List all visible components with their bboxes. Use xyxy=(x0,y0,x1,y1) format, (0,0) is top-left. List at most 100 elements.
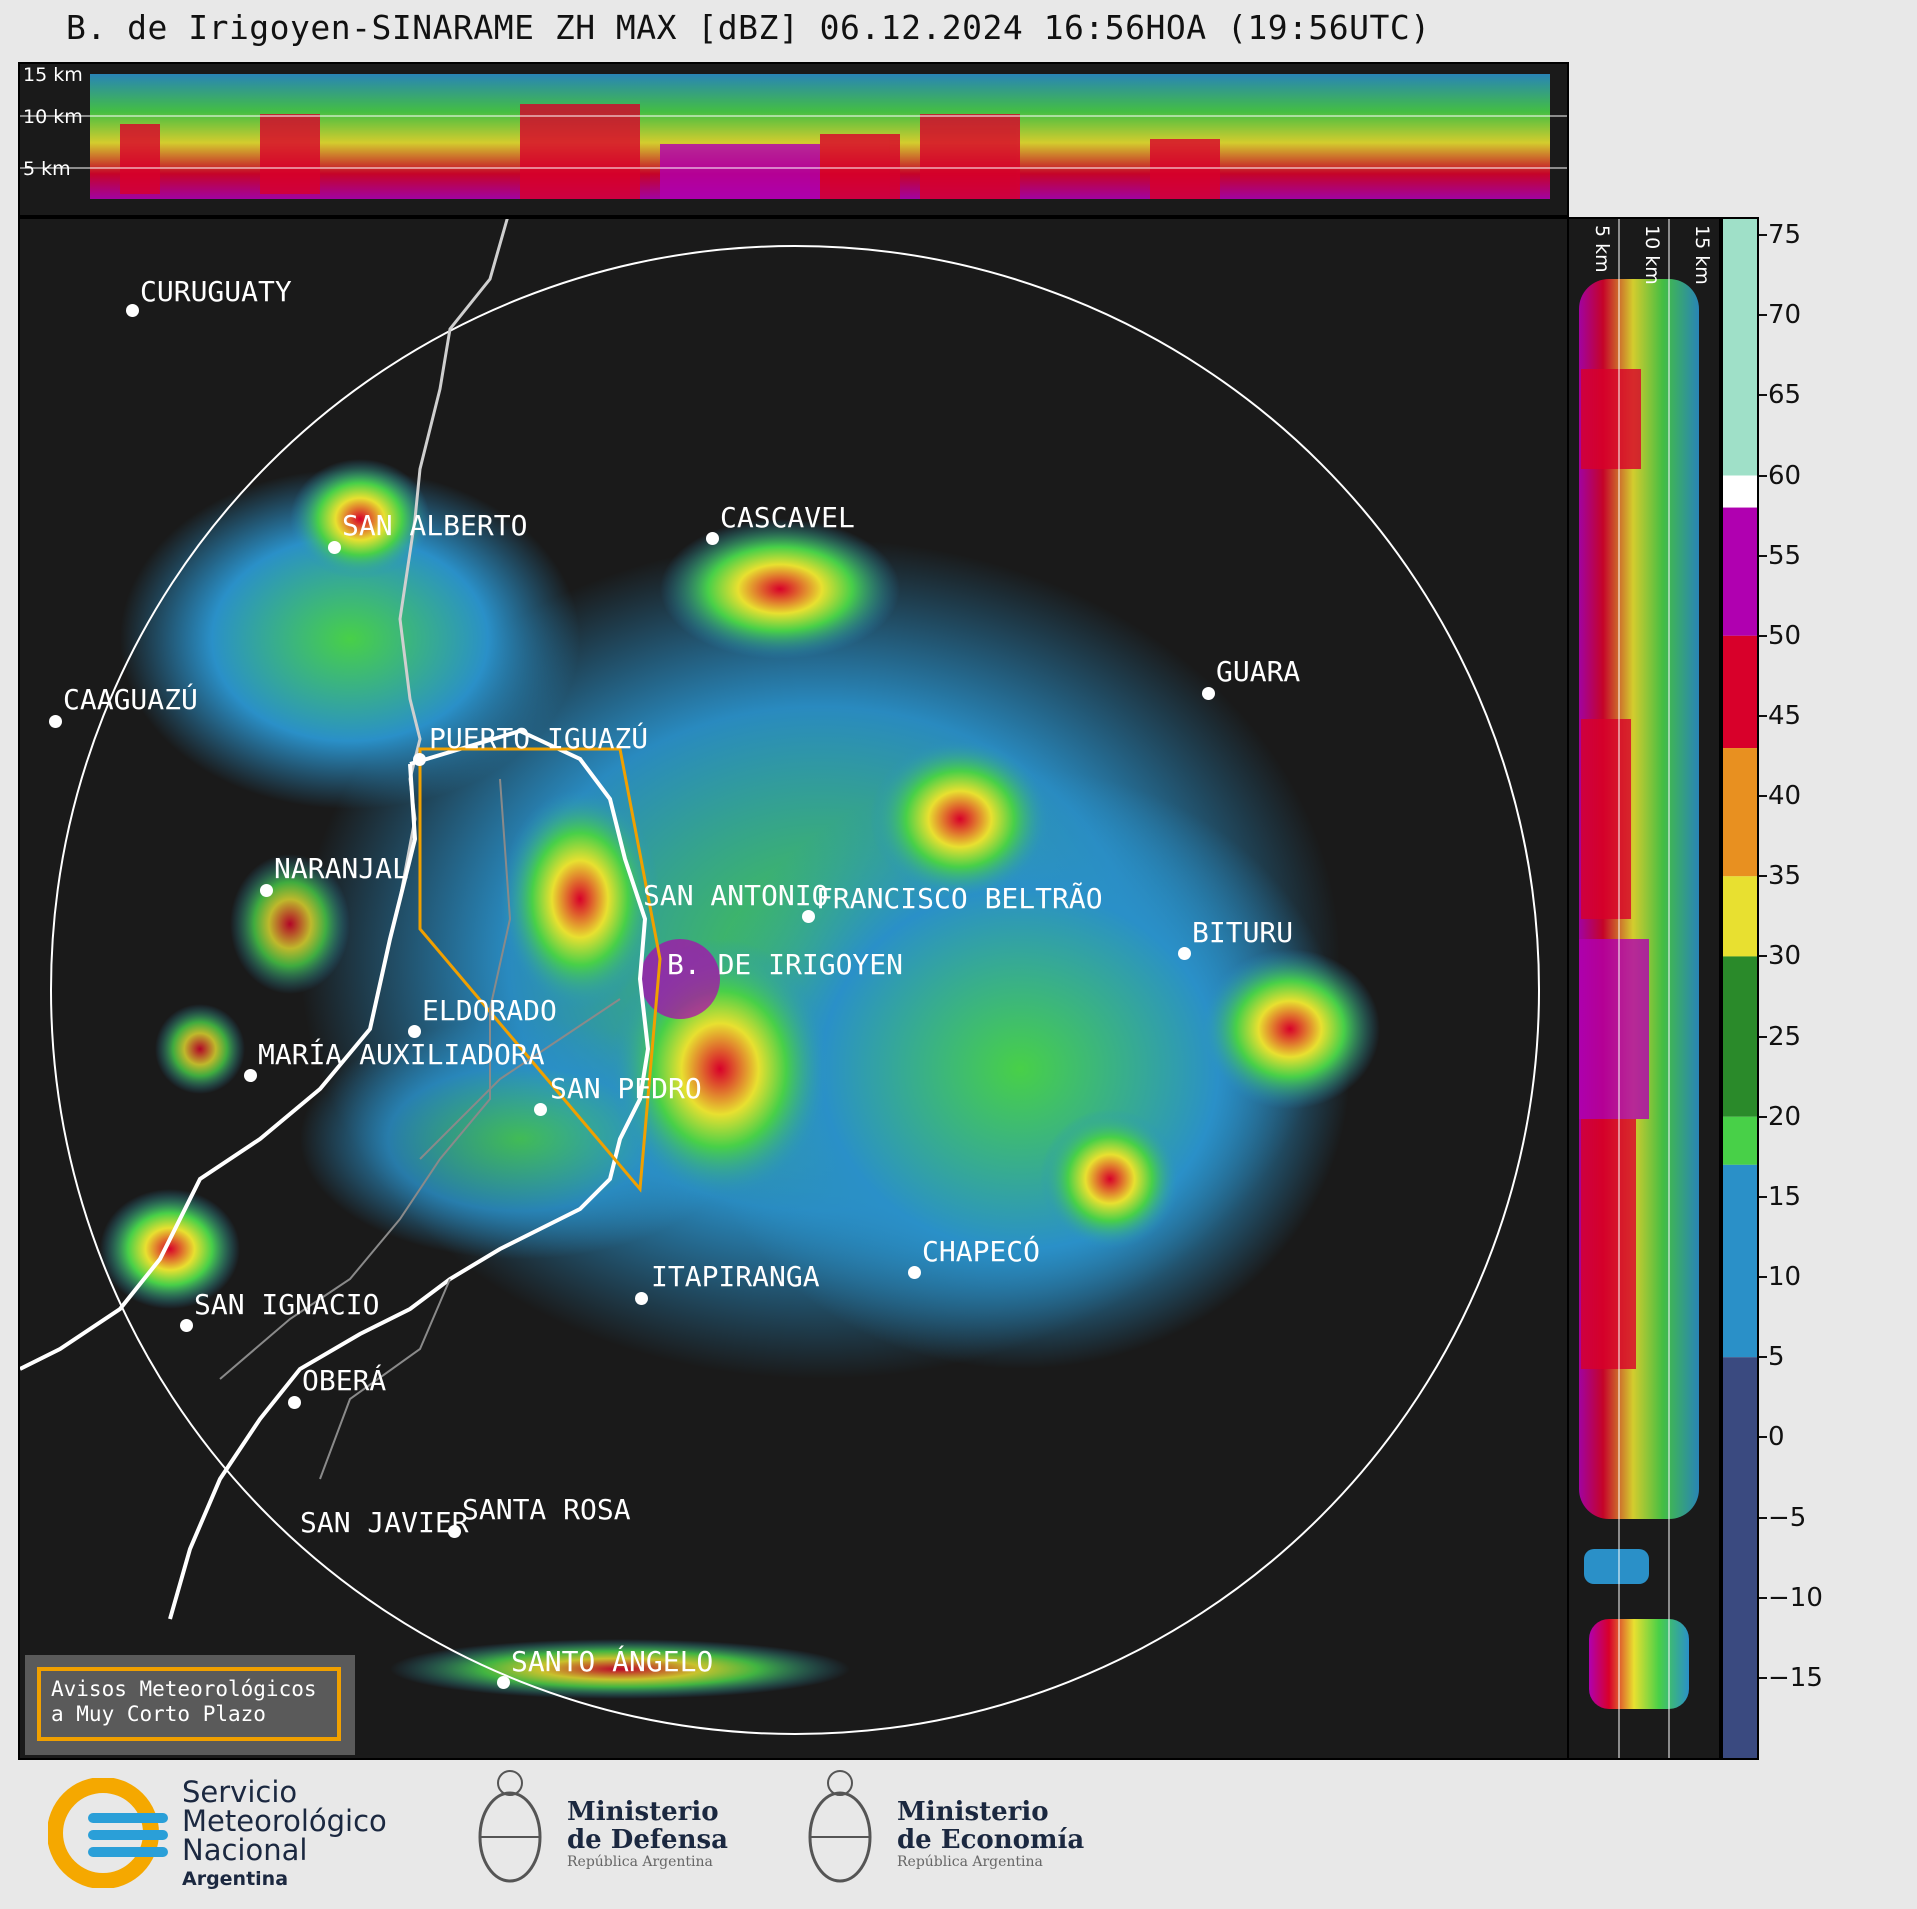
city-b-de-irigoyen: B. DE IRIGOYEN xyxy=(667,948,904,981)
colorbar-tick-mark xyxy=(1759,234,1767,237)
colorbar-tick-mark xyxy=(1759,394,1767,397)
colorbar-tick-label: 55 xyxy=(1768,540,1802,571)
city-san-pedro: SAN PEDRO xyxy=(550,1072,702,1105)
colorbar-band xyxy=(1723,1164,1757,1358)
city-dot-eldorado xyxy=(408,1025,421,1038)
colorbar-tick-mark xyxy=(1759,1676,1767,1679)
colorbar-tick-mark xyxy=(1759,554,1767,557)
top-height-label-15: 15 km xyxy=(23,64,83,86)
city-dot-maria-auxiliadora xyxy=(244,1069,257,1082)
colorbar-tick-mark xyxy=(1759,714,1767,717)
economia-line1: Ministerio xyxy=(897,1797,1049,1827)
colorbar-band xyxy=(1723,956,1757,1117)
colorbar-band xyxy=(1723,1357,1757,1758)
colorbar-band xyxy=(1723,507,1757,636)
radar-map: CURUGUATY SAN ALBERTO CASCAVEL CAAGUAZÚ … xyxy=(18,217,1569,1760)
city-caaguazu: CAAGUAZÚ xyxy=(63,683,198,716)
colorbar-tick-mark xyxy=(1759,1195,1767,1198)
colorbar-tick-label: 70 xyxy=(1768,300,1802,331)
colorbar-tick-mark xyxy=(1759,1035,1767,1038)
colorbar-tick-mark xyxy=(1759,875,1767,878)
city-santo-angelo: SANTO ÁNGELO xyxy=(511,1645,714,1678)
warning-notice-line2: a Muy Corto Plazo xyxy=(51,1702,266,1726)
colorbar-tick-label: 75 xyxy=(1768,220,1802,251)
top-cross-section-echoes xyxy=(20,74,1567,199)
smn-line2: Meteorológico xyxy=(182,1804,387,1838)
city-dot-santa-rosa xyxy=(448,1525,461,1538)
chart-title: B. de Irigoyen-SINARAME ZH MAX [dBZ] 06.… xyxy=(66,8,1431,47)
city-itapiranga: ITAPIRANGA xyxy=(651,1260,820,1293)
city-san-ignacio: SAN IGNACIO xyxy=(194,1288,380,1321)
colorbar-tick-label: 15 xyxy=(1768,1181,1802,1212)
side-height-label-15: 15 km xyxy=(1691,225,1713,285)
colorbar-tick-label: 45 xyxy=(1768,700,1802,731)
smn-logo-icon xyxy=(48,1778,168,1888)
colorbar-gradient xyxy=(1723,219,1757,1758)
side-height-label-10: 10 km xyxy=(1641,225,1663,285)
defensa-line1: Ministerio xyxy=(567,1797,719,1827)
economia-line2: de Economía xyxy=(897,1825,1085,1855)
colorbar-tick-label: 20 xyxy=(1768,1101,1802,1132)
city-maria-auxiliadora: MARÍA AUXILIADORA xyxy=(258,1038,545,1071)
colorbar-tick-mark xyxy=(1759,634,1767,637)
colorbar-tick-label: 65 xyxy=(1768,380,1802,411)
radar-echoes xyxy=(20,219,1540,1735)
defensa-line3: República Argentina xyxy=(567,1854,713,1870)
city-francisco-beltrao: FRANCISCO BELTRÃO xyxy=(816,882,1103,915)
colorbar-tick-label: 30 xyxy=(1768,941,1802,972)
city-dot-santo-angelo xyxy=(497,1676,510,1689)
colorbar-tick-mark xyxy=(1759,1276,1767,1279)
colorbar-band xyxy=(1723,748,1757,877)
colorbar-band xyxy=(1723,635,1757,749)
top-height-label-10: 10 km xyxy=(23,106,83,128)
colorbar-tick-mark xyxy=(1759,1436,1767,1439)
colorbar-tick-mark xyxy=(1759,1356,1767,1359)
defensa-coat-of-arms-icon xyxy=(478,1770,542,1883)
smn-line3: Nacional xyxy=(182,1833,308,1867)
colorbar-tick-mark xyxy=(1759,474,1767,477)
city-dot-san-ignacio xyxy=(180,1319,193,1332)
economia-line3: República Argentina xyxy=(897,1854,1043,1870)
colorbar-tick-mark xyxy=(1759,795,1767,798)
city-dot-francisco-beltrao xyxy=(802,910,815,923)
colorbar-tick-label: 5 xyxy=(1768,1342,1785,1373)
defensa-line2: de Defensa xyxy=(567,1825,728,1855)
colorbar-tick-label: 25 xyxy=(1768,1021,1802,1052)
smn-line1: Servicio xyxy=(182,1775,298,1809)
city-dot-naranjal xyxy=(260,884,273,897)
colorbar-tick-label: 40 xyxy=(1768,781,1802,812)
city-dot-curuguaty xyxy=(126,304,139,317)
economia-coat-of-arms-icon xyxy=(808,1770,872,1883)
colorbar-tick-mark xyxy=(1759,314,1767,317)
city-dot-chapeco xyxy=(908,1266,921,1279)
city-dot-cascavel xyxy=(706,532,719,545)
city-eldorado: ELDORADO xyxy=(422,994,557,1027)
city-curuguaty: CURUGUATY xyxy=(140,275,292,308)
city-dot-san-pedro xyxy=(534,1103,547,1116)
colorbar-tick-label: −5 xyxy=(1768,1502,1807,1533)
footer-logos: Servicio Meteorológico Nacional Argentin… xyxy=(0,1760,1917,1909)
city-santa-rosa: SANTA ROSA xyxy=(462,1493,631,1526)
top-cross-section: 15 km 10 km 5 km xyxy=(18,62,1569,217)
city-obera: OBERÁ xyxy=(302,1364,387,1397)
city-bituru: BITURU xyxy=(1192,916,1294,949)
side-height-label-5: 5 km xyxy=(1591,225,1613,273)
colorbar-tick-mark xyxy=(1759,1115,1767,1118)
city-dot-bituru xyxy=(1178,947,1191,960)
city-dot-puerto-iguazu xyxy=(413,753,426,766)
city-dot-guara xyxy=(1202,687,1215,700)
colorbar-band xyxy=(1723,1116,1757,1165)
colorbar-tick-label: 50 xyxy=(1768,620,1802,651)
city-chapeco: CHAPECÓ xyxy=(922,1235,1041,1268)
colorbar-tick-label: 35 xyxy=(1768,861,1802,892)
colorbar-tick-label: 10 xyxy=(1768,1262,1802,1293)
colorbar-tick-label: 60 xyxy=(1768,460,1802,491)
colorbar-band xyxy=(1723,475,1757,508)
top-height-label-5: 5 km xyxy=(23,158,71,180)
city-dot-san-alberto xyxy=(328,541,341,554)
city-san-javier: SAN JAVIER xyxy=(300,1506,469,1539)
city-naranjal: NARANJAL xyxy=(274,852,409,885)
colorbar-tick-mark xyxy=(1759,1596,1767,1599)
city-dot-itapiranga xyxy=(635,1292,648,1305)
warning-notice-frame: Avisos Meteorológicos a Muy Corto Plazo xyxy=(37,1667,341,1741)
